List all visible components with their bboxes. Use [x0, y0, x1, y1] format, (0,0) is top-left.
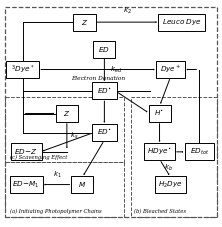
FancyBboxPatch shape	[92, 82, 117, 99]
Text: $Leuco\ Dye$: $Leuco\ Dye$	[162, 17, 202, 27]
FancyBboxPatch shape	[149, 105, 170, 122]
Text: $k_1$: $k_1$	[53, 169, 61, 180]
FancyBboxPatch shape	[159, 14, 205, 31]
FancyBboxPatch shape	[56, 105, 78, 122]
Text: $k_b$: $k_b$	[164, 163, 172, 173]
Text: $ED^{\bullet}$: $ED^{\bullet}$	[97, 128, 112, 138]
FancyBboxPatch shape	[11, 143, 42, 160]
Text: $ED\!-\!Z$: $ED\!-\!Z$	[14, 147, 38, 156]
Text: $HDye^{\bullet}$: $HDye^{\bullet}$	[147, 147, 172, 157]
Text: (c) Scavenging Effect: (c) Scavenging Effect	[10, 155, 67, 160]
Text: $ED\!-\!M_1$: $ED\!-\!M_1$	[12, 180, 40, 190]
Text: $ED^{\bullet}$: $ED^{\bullet}$	[97, 86, 112, 96]
Text: $Z$: $Z$	[81, 18, 88, 27]
FancyBboxPatch shape	[144, 143, 175, 160]
FancyBboxPatch shape	[6, 61, 39, 78]
FancyBboxPatch shape	[155, 176, 186, 193]
FancyBboxPatch shape	[71, 176, 93, 193]
Text: $Dye^+$: $Dye^+$	[160, 64, 181, 75]
Text: $^3Dye^*$: $^3Dye^*$	[11, 63, 34, 76]
FancyBboxPatch shape	[10, 176, 43, 193]
Text: $H^{\bullet}$: $H^{\bullet}$	[155, 109, 165, 118]
FancyBboxPatch shape	[156, 61, 185, 78]
Text: $H_2Dye$: $H_2Dye$	[158, 180, 183, 190]
Text: Electron Donation: Electron Donation	[71, 76, 125, 81]
Text: $Z$: $Z$	[63, 109, 71, 118]
Text: $k_{ed}$: $k_{ed}$	[110, 65, 122, 75]
FancyBboxPatch shape	[73, 14, 95, 31]
Text: $M$: $M$	[78, 180, 86, 189]
FancyBboxPatch shape	[185, 143, 214, 160]
Text: (a) Initiating Photopolymer Chains: (a) Initiating Photopolymer Chains	[10, 209, 101, 214]
FancyBboxPatch shape	[92, 124, 117, 141]
Text: $k_2$: $k_2$	[123, 6, 131, 17]
Text: $ED$: $ED$	[99, 45, 110, 54]
Text: $k_s$: $k_s$	[70, 131, 79, 141]
Text: (b) Bleached States: (b) Bleached States	[134, 209, 186, 214]
Text: $ED_{tot}$: $ED_{tot}$	[190, 147, 209, 157]
FancyBboxPatch shape	[93, 41, 115, 58]
